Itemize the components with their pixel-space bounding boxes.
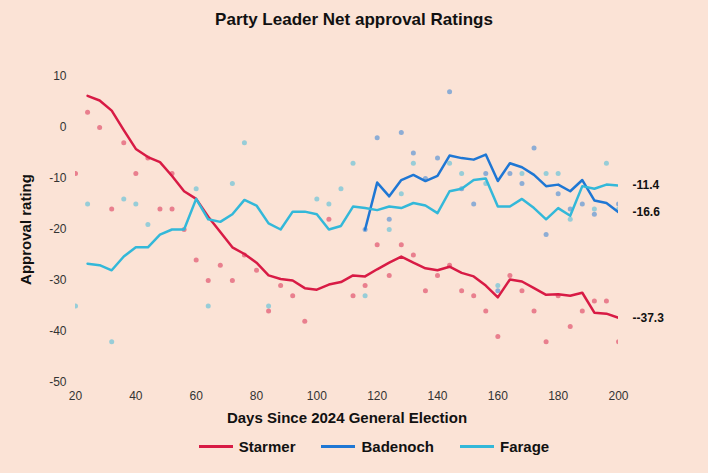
svg-text:Approval rating: Approval rating [17, 174, 34, 285]
svg-text:--37.3: --37.3 [633, 311, 665, 325]
svg-text:-16.6: -16.6 [633, 205, 661, 219]
svg-text:20: 20 [69, 389, 83, 403]
svg-text:-30: -30 [49, 273, 67, 287]
svg-text:-20: -20 [49, 222, 67, 236]
html-text:Badenoch: Badenoch [361, 437, 434, 455]
svg-text:10: 10 [53, 69, 67, 83]
svg-text:160: 160 [488, 389, 508, 403]
svg-text:-50: -50 [49, 375, 67, 389]
svg-text:40: 40 [129, 389, 143, 403]
svg-text:Days Since 2024 General Electi: Days Since 2024 General Election [227, 409, 467, 426]
html-text:Starmer: Starmer [238, 437, 296, 455]
svg-text:100: 100 [307, 389, 327, 403]
svg-text:200: 200 [608, 389, 628, 403]
svg-text:-40: -40 [49, 324, 67, 338]
svg-text:-11.4: -11.4 [633, 178, 660, 192]
svg-text:60: 60 [189, 389, 203, 403]
svg-text:0: 0 [60, 120, 67, 134]
html-text:Party Leader Net approval Rati: Party Leader Net approval Ratings [215, 10, 493, 29]
svg-text:120: 120 [367, 389, 387, 403]
svg-text:80: 80 [250, 389, 264, 403]
svg-text:180: 180 [548, 389, 568, 403]
svg-text:-10: -10 [49, 171, 67, 185]
html-text:Farage: Farage [500, 437, 550, 455]
svg-text:140: 140 [427, 389, 447, 403]
